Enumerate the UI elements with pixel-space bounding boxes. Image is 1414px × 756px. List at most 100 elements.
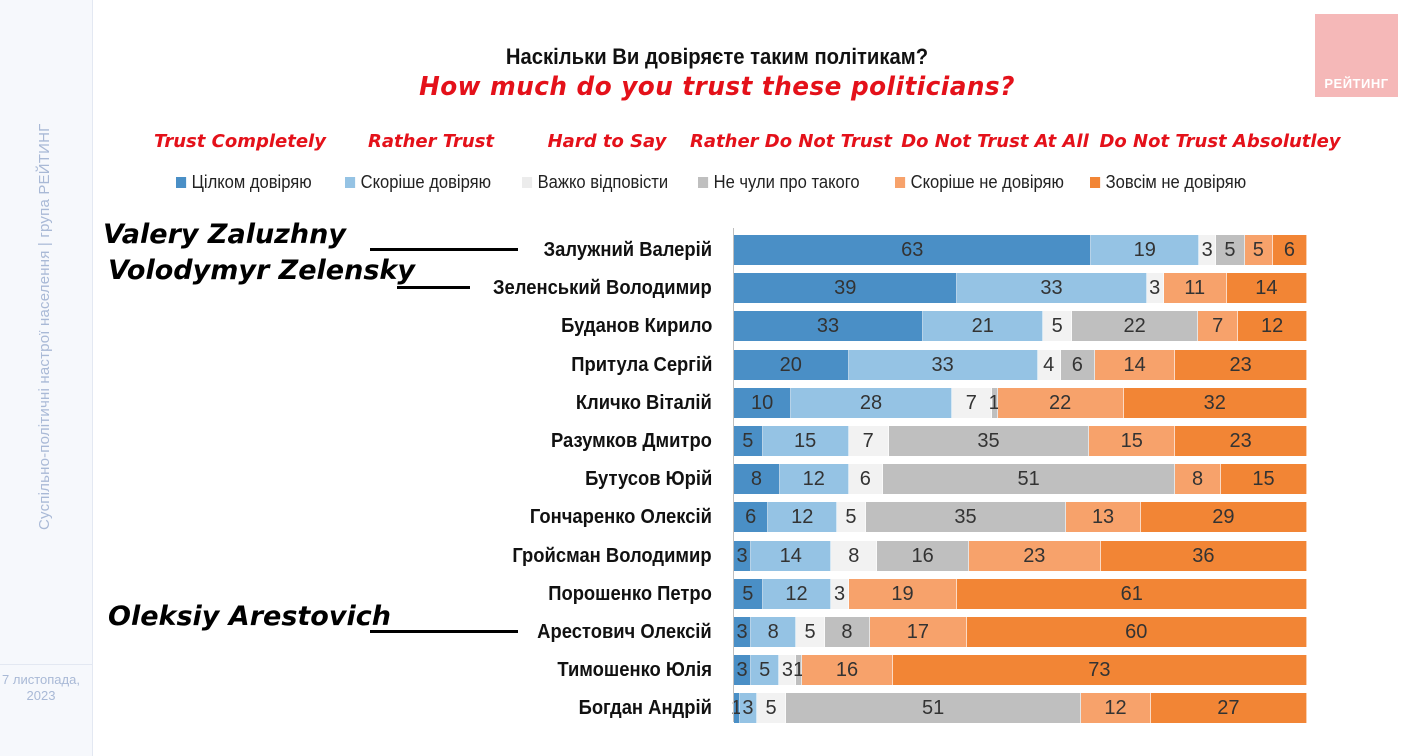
bar-segment: 63 — [734, 235, 1092, 265]
data-label: 5 — [845, 505, 857, 528]
data-label: 32 — [1203, 391, 1226, 414]
data-label: 14 — [1255, 276, 1278, 299]
legend-label: Не чули про такого — [713, 172, 860, 192]
data-label: 60 — [1125, 620, 1148, 643]
bar-segment: 5 — [837, 502, 866, 532]
legend-label: Скоріше не довіряю — [910, 172, 1064, 192]
data-label: 3 — [736, 544, 748, 567]
bar-segment: 14 — [1226, 273, 1307, 303]
date-divider — [0, 664, 92, 665]
data-label: 7 — [965, 391, 977, 414]
bar-segment: 5 — [734, 426, 763, 456]
english-category-label: Rather Do Not Trust — [690, 131, 892, 152]
bar-segment: 5 — [1244, 235, 1273, 265]
date-label: 7 листопада, 2023 — [0, 672, 82, 704]
bar-segment: 5 — [796, 617, 825, 647]
legend-swatch — [522, 177, 533, 188]
bar-segment: 28 — [791, 388, 952, 418]
callout-label: Volodymyr Zelensky — [108, 255, 415, 286]
legend-item: Зовсім не довіряю — [1090, 172, 1246, 193]
chart-title-english: How much do you trust these politicians? — [419, 72, 1015, 102]
bar-segment: 5 — [751, 655, 780, 685]
bar-segment: 51 — [786, 693, 1082, 723]
data-label: 12 — [785, 582, 808, 605]
data-label: 8 — [848, 544, 860, 567]
data-label: 3 — [833, 582, 846, 605]
bar-segment: 15 — [1221, 464, 1307, 494]
data-label: 29 — [1212, 505, 1235, 528]
data-label: 28 — [859, 391, 883, 414]
data-label: 33 — [931, 353, 954, 376]
bar-segment: 8 — [1175, 464, 1222, 494]
bar-segment: 7 — [848, 426, 889, 456]
category-label: Буданов Кирило — [560, 315, 712, 337]
data-label: 35 — [977, 429, 1000, 452]
bar-segment: 39 — [734, 273, 958, 303]
bar-segment: 8 — [734, 464, 780, 494]
bar-segment: 1 — [989, 388, 1000, 418]
legend-item: Важко відповісти — [522, 172, 668, 193]
data-label: 35 — [954, 505, 977, 528]
bar-segment: 61 — [957, 579, 1307, 609]
bar-segment: 12 — [762, 579, 832, 609]
bar-segment: 15 — [762, 426, 849, 456]
data-label: 5 — [1051, 314, 1063, 337]
data-label: 8 — [750, 467, 762, 490]
bar-segment: 8 — [751, 617, 797, 647]
english-category-label: Hard to Say — [547, 131, 667, 152]
data-label: 6 — [859, 467, 871, 490]
data-label: 13 — [1091, 505, 1115, 528]
bar-segment: 5 — [1043, 311, 1073, 341]
bar-segment: 6 — [1060, 350, 1095, 380]
bar-segment: 35 — [865, 502, 1067, 532]
left-sidebar-strip — [0, 0, 93, 756]
bar-segment: 12 — [779, 464, 849, 494]
callout-label: Oleksiy Arestovich — [108, 601, 391, 632]
bar-segment: 23 — [968, 541, 1101, 571]
data-label: 23 — [1229, 353, 1252, 376]
data-label: 20 — [779, 353, 802, 376]
chart-title-ukrainian: Наскільки Ви довіряєте таким політикам? — [505, 44, 929, 69]
bar-segment: 17 — [870, 617, 967, 647]
data-label: 6 — [1283, 238, 1296, 261]
bar-segment: 5 — [734, 579, 763, 609]
bar-segment: 13 — [1066, 502, 1141, 532]
bar-segment: 3 — [831, 579, 849, 609]
date-line-text: 7 листопада, — [2, 672, 80, 687]
legend-label: Скоріше довіряю — [360, 172, 491, 192]
data-label: 33 — [1040, 276, 1063, 299]
category-label: Гройсман Володимир — [512, 545, 712, 567]
data-label: 12 — [791, 505, 814, 528]
callout-line — [370, 630, 518, 633]
data-label: 17 — [906, 620, 929, 643]
data-label: 5 — [1252, 238, 1264, 261]
category-label: Гончаренко Олексій — [529, 506, 712, 528]
data-label: 3 — [1201, 238, 1213, 261]
bar-segment: 27 — [1150, 693, 1307, 723]
bar-segment: 20 — [734, 350, 849, 380]
data-label: 3 — [742, 696, 754, 719]
bar-segment: 11 — [1163, 273, 1227, 303]
bar-segment: 1 — [731, 693, 742, 723]
bar-segment: 6 — [734, 502, 769, 532]
category-label: Притула Сергій — [570, 354, 712, 376]
english-category-label: Do Not Trust At All — [901, 131, 1089, 152]
bar-segment: 23 — [1175, 350, 1307, 380]
bar-segment: 36 — [1100, 541, 1307, 571]
category-label: Разумков Дмитро — [551, 430, 712, 452]
bar-segment: 1 — [793, 655, 804, 685]
data-label: 39 — [834, 276, 857, 299]
bar-segment: 60 — [966, 617, 1307, 647]
bar-segment: 3 — [1146, 273, 1164, 303]
data-label: 3 — [781, 658, 793, 681]
bar-segment: 12 — [1238, 311, 1307, 341]
data-label: 5 — [804, 620, 816, 643]
data-label: 51 — [1017, 467, 1040, 490]
category-label: Богдан Андрій — [578, 697, 712, 719]
bar-segment: 33 — [734, 311, 924, 341]
bar-segment: 23 — [1175, 426, 1307, 456]
data-label: 8 — [767, 620, 779, 643]
bar-segment: 16 — [802, 655, 893, 685]
bar-segment: 10 — [734, 388, 792, 418]
data-label: 7 — [1212, 314, 1224, 337]
